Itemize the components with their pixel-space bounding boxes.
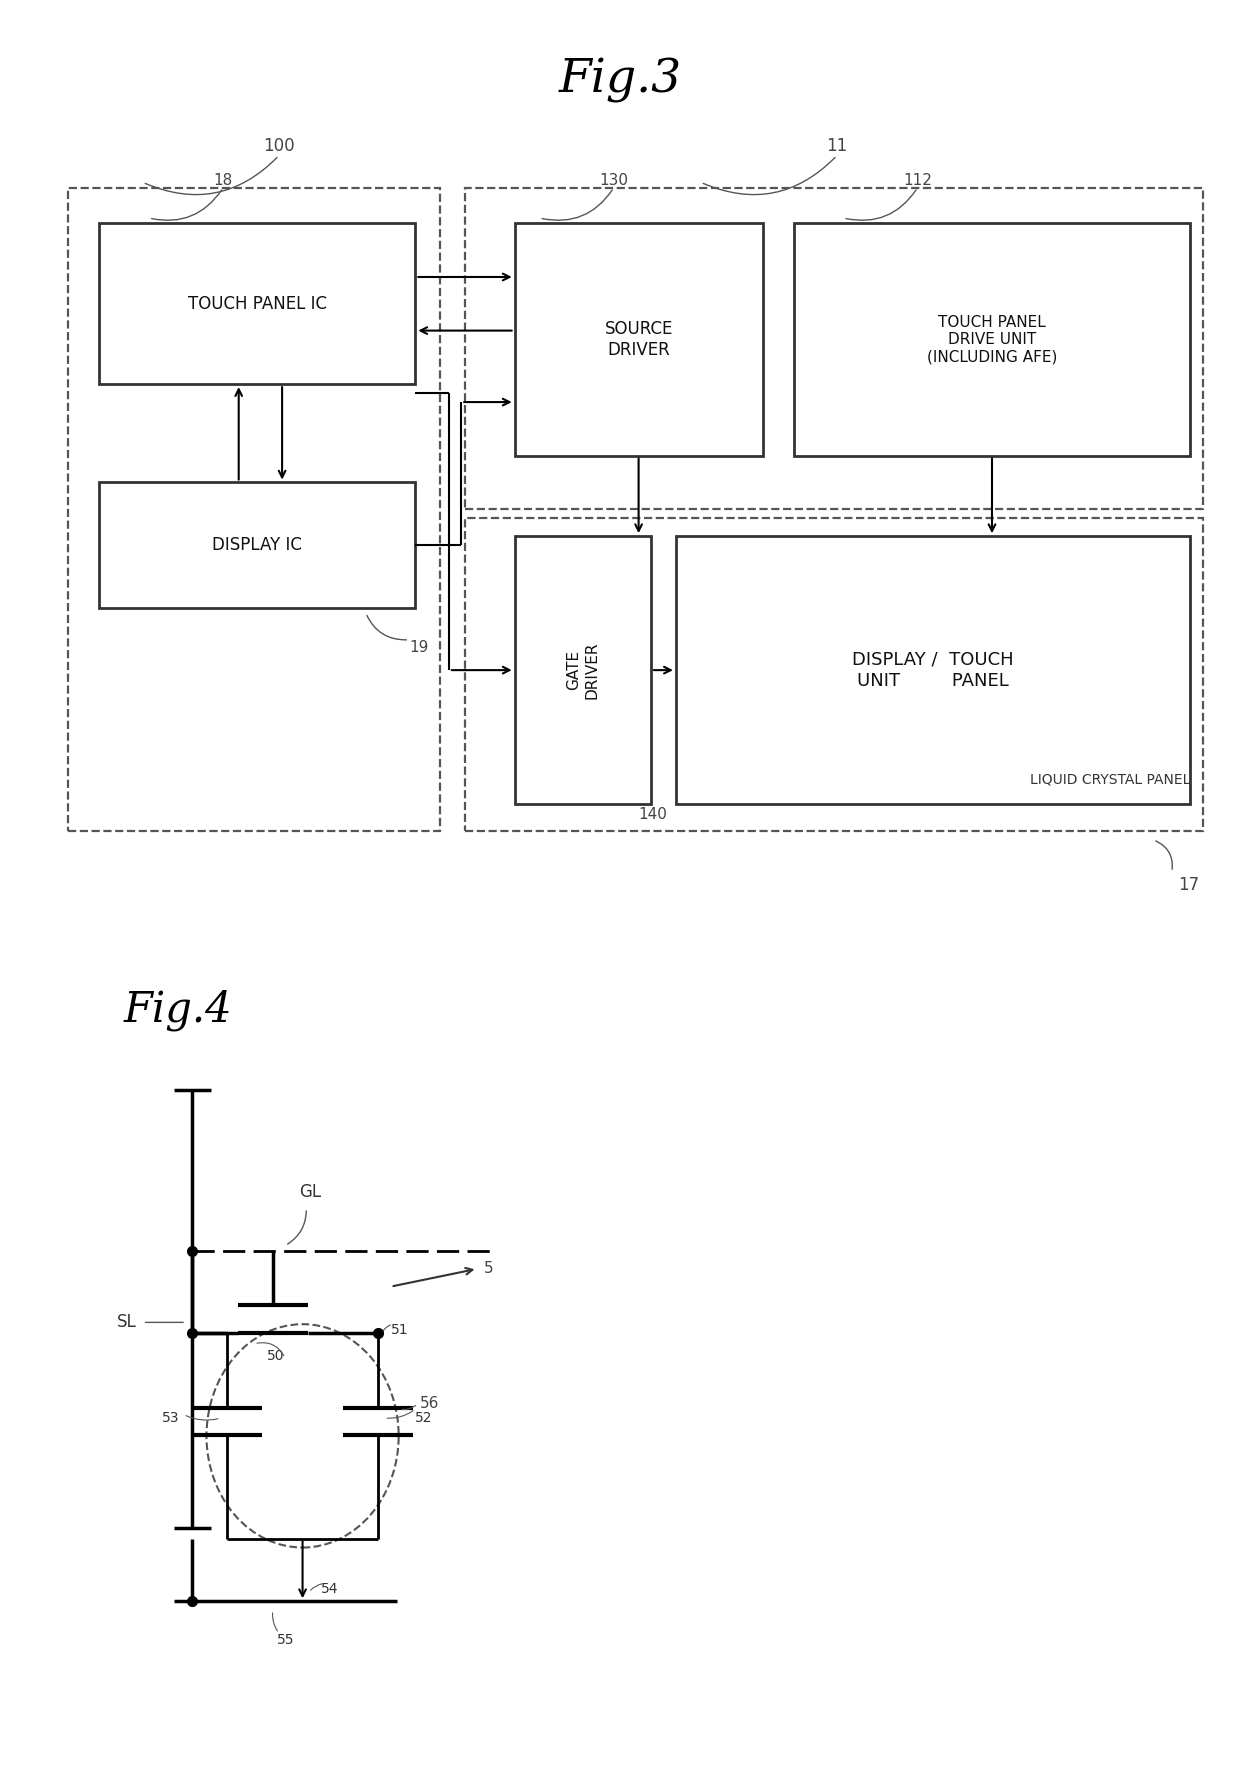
Text: LIQUID CRYSTAL PANEL: LIQUID CRYSTAL PANEL [1030,772,1190,786]
Text: Fig.4: Fig.4 [124,988,233,1031]
Text: 54: 54 [321,1581,339,1596]
Text: 130: 130 [599,173,629,188]
Text: 17: 17 [1178,876,1199,894]
Text: SL: SL [117,1313,136,1331]
Text: DISPLAY IC: DISPLAY IC [212,536,303,554]
Text: TOUCH PANEL IC: TOUCH PANEL IC [187,295,327,313]
Text: TOUCH PANEL
DRIVE UNIT
(INCLUDING AFE): TOUCH PANEL DRIVE UNIT (INCLUDING AFE) [926,315,1058,365]
FancyBboxPatch shape [515,536,651,804]
Text: 5: 5 [484,1262,494,1276]
Text: 11: 11 [826,138,848,155]
Text: GATE
DRIVER: GATE DRIVER [567,642,599,699]
Text: 112: 112 [903,173,932,188]
Text: 18: 18 [213,173,233,188]
FancyBboxPatch shape [794,223,1190,456]
Text: Fig.3: Fig.3 [558,57,682,104]
Text: 53: 53 [162,1412,180,1424]
Text: 56: 56 [420,1396,440,1412]
Text: 100: 100 [263,138,295,155]
Text: 50: 50 [267,1349,284,1363]
Text: 55: 55 [277,1633,294,1648]
FancyBboxPatch shape [99,482,415,608]
Text: 52: 52 [415,1412,433,1424]
FancyBboxPatch shape [515,223,763,456]
Text: 19: 19 [409,640,429,654]
Text: 51: 51 [391,1322,408,1337]
FancyBboxPatch shape [676,536,1190,804]
Text: SOURCE
DRIVER: SOURCE DRIVER [604,320,673,359]
Text: 140: 140 [639,808,667,822]
FancyBboxPatch shape [99,223,415,384]
Text: DISPLAY /  TOUCH
UNIT         PANEL: DISPLAY / TOUCH UNIT PANEL [852,650,1014,690]
Text: GL: GL [299,1183,321,1201]
